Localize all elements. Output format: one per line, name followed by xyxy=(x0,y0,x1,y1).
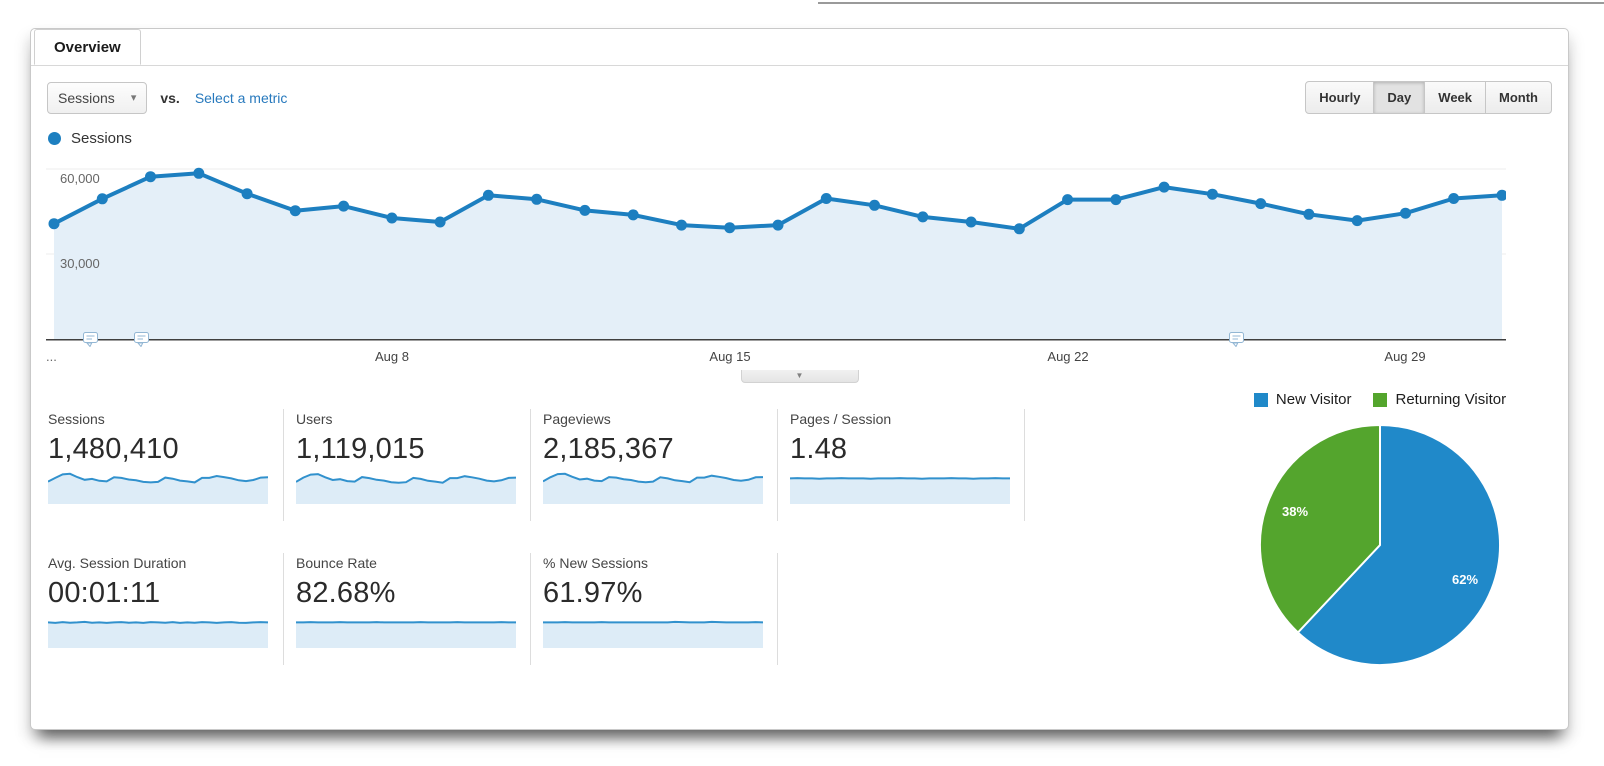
scorecard-value: 1.48 xyxy=(790,433,848,465)
new-visitor-label: New Visitor xyxy=(1275,391,1352,408)
sessions-legend-dot-icon xyxy=(48,132,61,145)
timeseries-legend: Sessions xyxy=(48,130,1568,147)
scorecard-label: Bounce Rate xyxy=(296,555,377,571)
window-edge-artifact xyxy=(818,2,1604,4)
scorecard-value: 1,119,015 xyxy=(296,433,425,465)
sparkline-chart xyxy=(543,620,764,648)
annotation-marker-icon[interactable] xyxy=(134,332,150,348)
scorecard-label: Avg. Session Duration xyxy=(48,555,187,571)
sparkline-chart xyxy=(542,472,764,504)
metric-selector-value: Sessions xyxy=(58,89,115,106)
scorecard-value: 61.97% xyxy=(543,577,643,609)
returning-visitor-label: Returning Visitor xyxy=(1395,391,1507,408)
metric-selector-dropdown[interactable]: Sessions ▾ xyxy=(47,81,148,114)
sparkline-chart xyxy=(47,620,269,648)
svg-text:62%: 62% xyxy=(1452,572,1478,587)
scorecard-label: Users xyxy=(296,411,333,427)
scorecard-sessions[interactable]: Sessions 1,480,410 xyxy=(47,409,284,521)
scorecard-avg-session-duration[interactable]: Avg. Session Duration 00:01:11 xyxy=(47,553,284,665)
svg-text:38%: 38% xyxy=(1282,504,1308,519)
scorecard-new-sessions[interactable]: % New Sessions 61.97% xyxy=(531,553,778,665)
granularity-week-button[interactable]: Week xyxy=(1424,81,1487,114)
scorecard-value: 2,185,367 xyxy=(543,433,674,465)
select-a-metric-link[interactable]: Select a metric xyxy=(194,89,288,106)
legend-item-returning-visitor[interactable]: Returning Visitor xyxy=(1373,391,1506,408)
granularity-month-button[interactable]: Month xyxy=(1485,81,1552,114)
analytics-overview-panel: Overview Sessions ▾ vs. Select a metric … xyxy=(30,28,1569,730)
granularity-day-button[interactable]: Day xyxy=(1373,81,1426,114)
x-axis-tick-label: Aug 8 xyxy=(375,349,409,364)
collapse-arrow-icon: ▼ xyxy=(795,371,804,380)
sessions-legend-label: Sessions xyxy=(71,130,132,147)
x-axis-overflow-label: ... xyxy=(46,349,57,364)
scorecard-users[interactable]: Users 1,119,015 xyxy=(284,409,531,521)
scorecard-label: Pageviews xyxy=(543,411,611,427)
scorecard-value: 00:01:11 xyxy=(48,577,161,609)
legend-item-new-visitor[interactable]: New Visitor xyxy=(1253,391,1352,408)
scorecard-label: % New Sessions xyxy=(543,555,649,571)
scorecard-pages-session[interactable]: Pages / Session 1.48 xyxy=(778,409,1025,521)
granularity-switcher: Hourly Day Week Month xyxy=(1305,81,1552,114)
sparkline-chart xyxy=(295,473,517,504)
returning-visitor-swatch-icon xyxy=(1373,392,1388,407)
x-axis: ... Aug 8 Aug 15 Aug 22 Aug 29 xyxy=(46,345,1506,367)
visitor-pie-chart[interactable]: 62% 38% xyxy=(1210,422,1550,668)
vs-label: vs. xyxy=(160,89,180,106)
new-visitor-swatch-icon xyxy=(1253,392,1268,407)
y-axis-tick-label: 60,000 xyxy=(60,171,100,186)
scorecard-value: 1,480,410 xyxy=(48,433,179,465)
annotation-marker-icon[interactable] xyxy=(83,332,99,348)
visitor-type-block: New Visitor Returning Visitor 62% 38% xyxy=(1210,391,1550,668)
scorecard-label: Sessions xyxy=(48,411,105,427)
sessions-timeseries-chart[interactable]: 30,000 60,000... Aug 8 Aug 15 Aug 22 Aug 29 xyxy=(46,153,1506,369)
caret-down-icon: ▾ xyxy=(130,92,137,104)
chart-toolbar: Sessions ▾ vs. Select a metric Hourly Da… xyxy=(31,66,1568,122)
sparkline-chart xyxy=(789,477,1010,504)
collapse-chart-button[interactable]: ▼ xyxy=(740,370,859,383)
sparkline-chart xyxy=(47,472,269,504)
y-axis-tick-label: 30,000 xyxy=(60,256,100,271)
tab-overview[interactable]: Overview xyxy=(34,29,141,65)
scorecard-bounce-rate[interactable]: Bounce Rate 82.68% xyxy=(284,553,531,665)
scorecard-pageviews[interactable]: Pageviews 2,185,367 xyxy=(531,409,778,521)
annotation-marker-icon[interactable] xyxy=(1229,332,1245,348)
pie-legend: New Visitor Returning Visitor xyxy=(1210,391,1550,408)
scorecards: Sessions 1,480,410 Users 1,119,015 Pageviews… xyxy=(47,409,1060,668)
x-axis-tick-label: Aug 29 xyxy=(1384,349,1426,364)
scorecard-label: Pages / Session xyxy=(790,411,892,427)
tab-bar: Overview xyxy=(31,29,1568,66)
sparkline-chart xyxy=(296,621,516,648)
x-axis-tick-label: Aug 15 xyxy=(709,349,751,364)
scorecard-value: 82.68% xyxy=(296,577,396,609)
x-axis-tick-label: Aug 22 xyxy=(1047,349,1089,364)
granularity-hourly-button[interactable]: Hourly xyxy=(1305,81,1375,114)
